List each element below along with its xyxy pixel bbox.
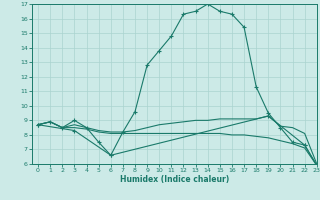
X-axis label: Humidex (Indice chaleur): Humidex (Indice chaleur) xyxy=(120,175,229,184)
